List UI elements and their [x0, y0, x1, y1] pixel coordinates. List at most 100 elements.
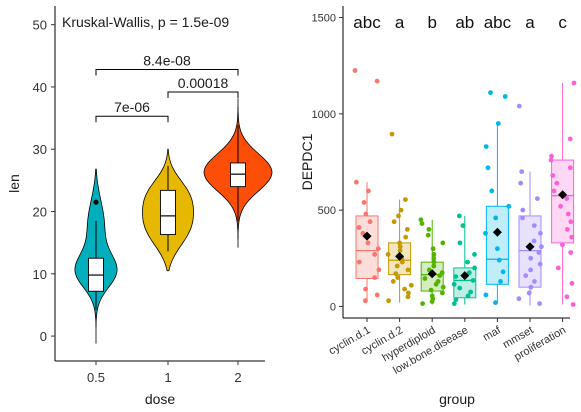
data-point: [470, 278, 476, 283]
data-point: [433, 281, 439, 287]
data-point: [567, 136, 573, 142]
y-tick-label: 0: [40, 329, 47, 344]
y-tick-label: 1500: [312, 13, 336, 25]
data-point: [560, 242, 565, 248]
mean-marker: [427, 269, 437, 279]
data-point: [536, 250, 542, 255]
data-point: [366, 188, 371, 194]
data-point: [431, 259, 437, 265]
mean-marker: [395, 251, 405, 261]
significance-letter: abc: [484, 13, 512, 32]
y-tick-label: 10: [33, 267, 47, 282]
data-point: [394, 263, 400, 269]
data-point: [531, 223, 537, 229]
data-point: [363, 286, 368, 292]
data-point: [431, 255, 437, 261]
y-tick-label: 20: [33, 205, 47, 220]
data-point: [408, 282, 414, 288]
data-point: [493, 300, 498, 305]
box-7: [551, 159, 575, 244]
data-point: [468, 289, 473, 295]
mean-marker: [492, 227, 502, 237]
data-point: [495, 121, 501, 126]
data-point: [367, 219, 373, 225]
data-point: [361, 200, 367, 205]
outlier-point: [93, 199, 99, 205]
data-point: [395, 275, 401, 280]
y-tick-label: 500: [318, 205, 336, 217]
data-point: [356, 259, 362, 265]
data-point: [569, 234, 575, 240]
data-point: [372, 275, 377, 280]
data-point: [372, 252, 378, 257]
mean-marker: [460, 271, 470, 281]
mean-marker: [362, 231, 372, 241]
data-point: [397, 248, 403, 254]
data-point: [485, 165, 491, 171]
y-tick-label: 50: [33, 18, 47, 33]
data-point: [405, 267, 411, 273]
mean-marker: [558, 190, 568, 200]
data-point: [440, 284, 446, 290]
data-point: [356, 225, 362, 230]
data-point: [465, 259, 470, 265]
significance-letter: b: [427, 13, 436, 32]
data-point: [425, 232, 431, 238]
y-tick-label: 0: [330, 301, 336, 313]
violin-plot: 0 10 20 30 40 50 0.5 1 2 dose len Kruskal-Wallis, p…: [6, 6, 273, 407]
significance-letter: c: [558, 13, 567, 32]
comparison-bracket: [95, 115, 169, 123]
data-point: [568, 250, 574, 255]
data-point: [520, 207, 526, 213]
data-point: [528, 284, 534, 290]
data-point: [498, 279, 503, 284]
data-point: [385, 252, 391, 257]
data-point: [406, 290, 411, 296]
data-point: [519, 169, 525, 175]
data-point: [393, 271, 399, 277]
data-point: [537, 261, 543, 267]
data-point: [386, 298, 391, 304]
data-point: [374, 78, 380, 84]
x-axis-title: dose: [145, 391, 176, 407]
y-axis-title: len: [6, 174, 22, 193]
data-point: [451, 281, 457, 287]
data-point: [526, 290, 532, 296]
data-point: [354, 179, 359, 185]
data-point: [567, 165, 573, 171]
kruskal-wallis-annotation: Kruskal-Wallis, p = 1.5e-09: [62, 14, 229, 30]
data-point: [483, 144, 489, 150]
box-3: [230, 162, 246, 188]
data-point: [437, 273, 443, 278]
data-point: [538, 230, 543, 236]
data-point: [453, 297, 459, 303]
data-point: [363, 211, 369, 217]
data-point: [569, 280, 575, 286]
data-point: [440, 240, 446, 246]
data-point: [554, 180, 560, 186]
mean-marker: [525, 242, 535, 252]
data-point: [402, 286, 407, 292]
data-point: [465, 293, 471, 299]
data-point: [516, 296, 522, 302]
data-point: [483, 230, 488, 236]
data-point: [564, 294, 570, 300]
data-point: [565, 227, 570, 232]
data-point: [528, 255, 534, 261]
x-axis-title: group: [439, 391, 475, 407]
data-point: [472, 265, 477, 271]
data-point: [466, 270, 472, 276]
data-point: [550, 173, 556, 178]
data-point: [397, 240, 403, 246]
comparison-p-value: 0.00018: [178, 75, 229, 91]
x-tick-label: 2: [234, 370, 241, 385]
data-point: [397, 244, 403, 250]
data-point: [549, 153, 554, 159]
data-point: [426, 227, 432, 232]
data-point: [571, 80, 577, 86]
data-point: [396, 213, 401, 219]
data-point: [365, 240, 371, 246]
data-point: [363, 298, 368, 304]
comparison-p-value: 8.4e-08: [143, 53, 191, 69]
data-point: [518, 180, 524, 186]
